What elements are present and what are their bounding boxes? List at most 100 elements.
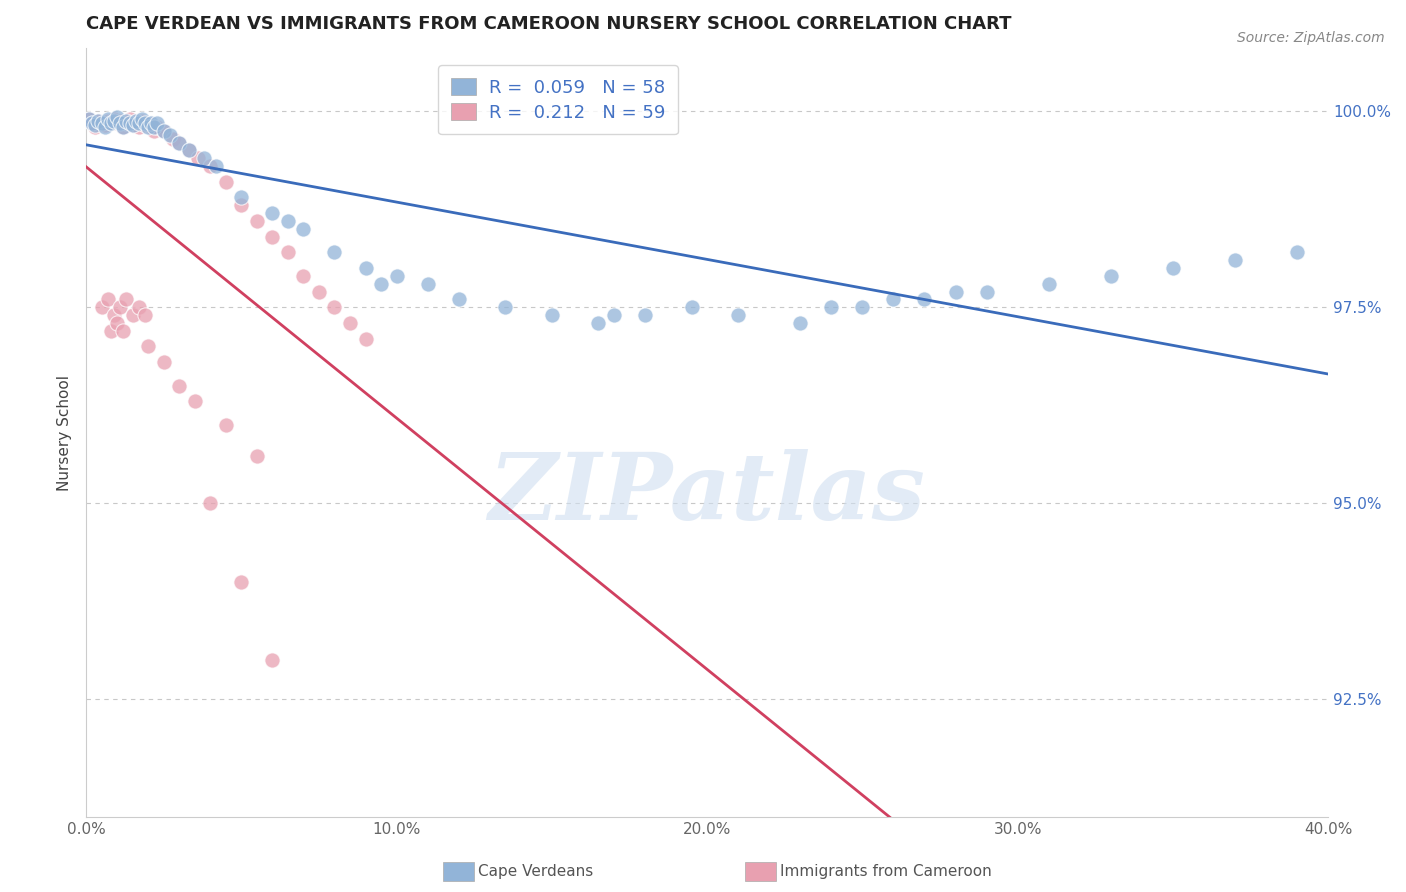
Point [167, 136, 190, 150]
Point [141, 120, 163, 134]
Point [292, 268, 315, 283]
Point [914, 293, 936, 307]
Point [105, 316, 128, 330]
Point [90, 116, 112, 130]
Point [110, 116, 132, 130]
Point [162, 131, 184, 145]
Point [82, 116, 104, 130]
Point [292, 222, 315, 236]
Point [193, 151, 215, 165]
Point [125, 113, 148, 128]
Point [110, 113, 132, 128]
Point [323, 245, 346, 260]
Point [100, 116, 122, 130]
Point [141, 116, 163, 130]
Point [128, 120, 150, 134]
Point [143, 124, 166, 138]
Point [205, 159, 228, 173]
Point [447, 293, 470, 307]
Legend: R =  0.059   N = 58, R =  0.212   N = 59: R = 0.059 N = 58, R = 0.212 N = 59 [439, 65, 678, 135]
Point [634, 308, 657, 322]
Point [77, 112, 100, 126]
Point [121, 118, 143, 132]
Point [152, 124, 174, 138]
Point [152, 355, 174, 369]
Point [1038, 277, 1060, 291]
Point [370, 277, 392, 291]
Point [131, 113, 153, 128]
Text: CAPE VERDEAN VS IMMIGRANTS FROM CAMEROON NURSERY SCHOOL CORRELATION CHART: CAPE VERDEAN VS IMMIGRANTS FROM CAMEROON… [86, 15, 1011, 33]
Text: ZIPatlas: ZIPatlas [489, 450, 925, 539]
Point [90, 300, 112, 314]
Point [262, 653, 284, 667]
Point [177, 144, 200, 158]
Point [103, 112, 125, 126]
Point [103, 308, 125, 322]
Point [727, 308, 749, 322]
Point [118, 112, 141, 126]
Point [187, 151, 209, 165]
Point [115, 113, 138, 128]
Point [1099, 268, 1122, 283]
Point [354, 332, 377, 346]
Point [97, 112, 120, 126]
Point [110, 300, 132, 314]
Point [976, 285, 998, 299]
Point [540, 308, 562, 322]
Point [93, 120, 115, 134]
Text: Cape Verdeans: Cape Verdeans [478, 864, 593, 879]
Point [87, 113, 110, 128]
Point [277, 214, 299, 228]
Point [112, 324, 135, 338]
Point [84, 118, 107, 132]
Point [115, 116, 138, 130]
Point [103, 113, 125, 128]
Point [97, 113, 120, 128]
Point [215, 175, 238, 189]
Point [143, 120, 166, 134]
Point [121, 308, 143, 322]
Point [246, 449, 269, 463]
Point [385, 268, 408, 283]
Point [136, 116, 159, 130]
Point [77, 112, 100, 126]
Text: Immigrants from Cameroon: Immigrants from Cameroon [780, 864, 993, 879]
Point [231, 198, 253, 212]
Point [146, 120, 169, 134]
Point [184, 394, 207, 409]
Point [882, 293, 904, 307]
Y-axis label: Nursery School: Nursery School [58, 375, 72, 491]
Point [167, 136, 190, 150]
Point [789, 316, 811, 330]
Point [100, 324, 122, 338]
Point [93, 118, 115, 132]
Point [354, 260, 377, 275]
Point [1161, 260, 1184, 275]
Point [82, 116, 104, 130]
Point [159, 128, 181, 142]
Point [105, 116, 128, 130]
Point [134, 116, 156, 130]
Point [84, 120, 107, 134]
Point [231, 190, 253, 204]
Point [681, 300, 703, 314]
Point [146, 116, 169, 130]
Point [945, 285, 967, 299]
Point [603, 308, 626, 322]
Point [90, 116, 112, 130]
Point [200, 496, 222, 510]
Point [115, 293, 138, 307]
Point [215, 417, 238, 432]
Point [105, 111, 128, 125]
Point [200, 159, 222, 173]
Point [125, 116, 148, 130]
Point [339, 316, 361, 330]
Point [277, 245, 299, 260]
Point [820, 300, 842, 314]
Point [231, 574, 253, 589]
Point [416, 277, 439, 291]
Point [121, 118, 143, 132]
Point [262, 229, 284, 244]
Point [177, 144, 200, 158]
Point [87, 113, 110, 128]
